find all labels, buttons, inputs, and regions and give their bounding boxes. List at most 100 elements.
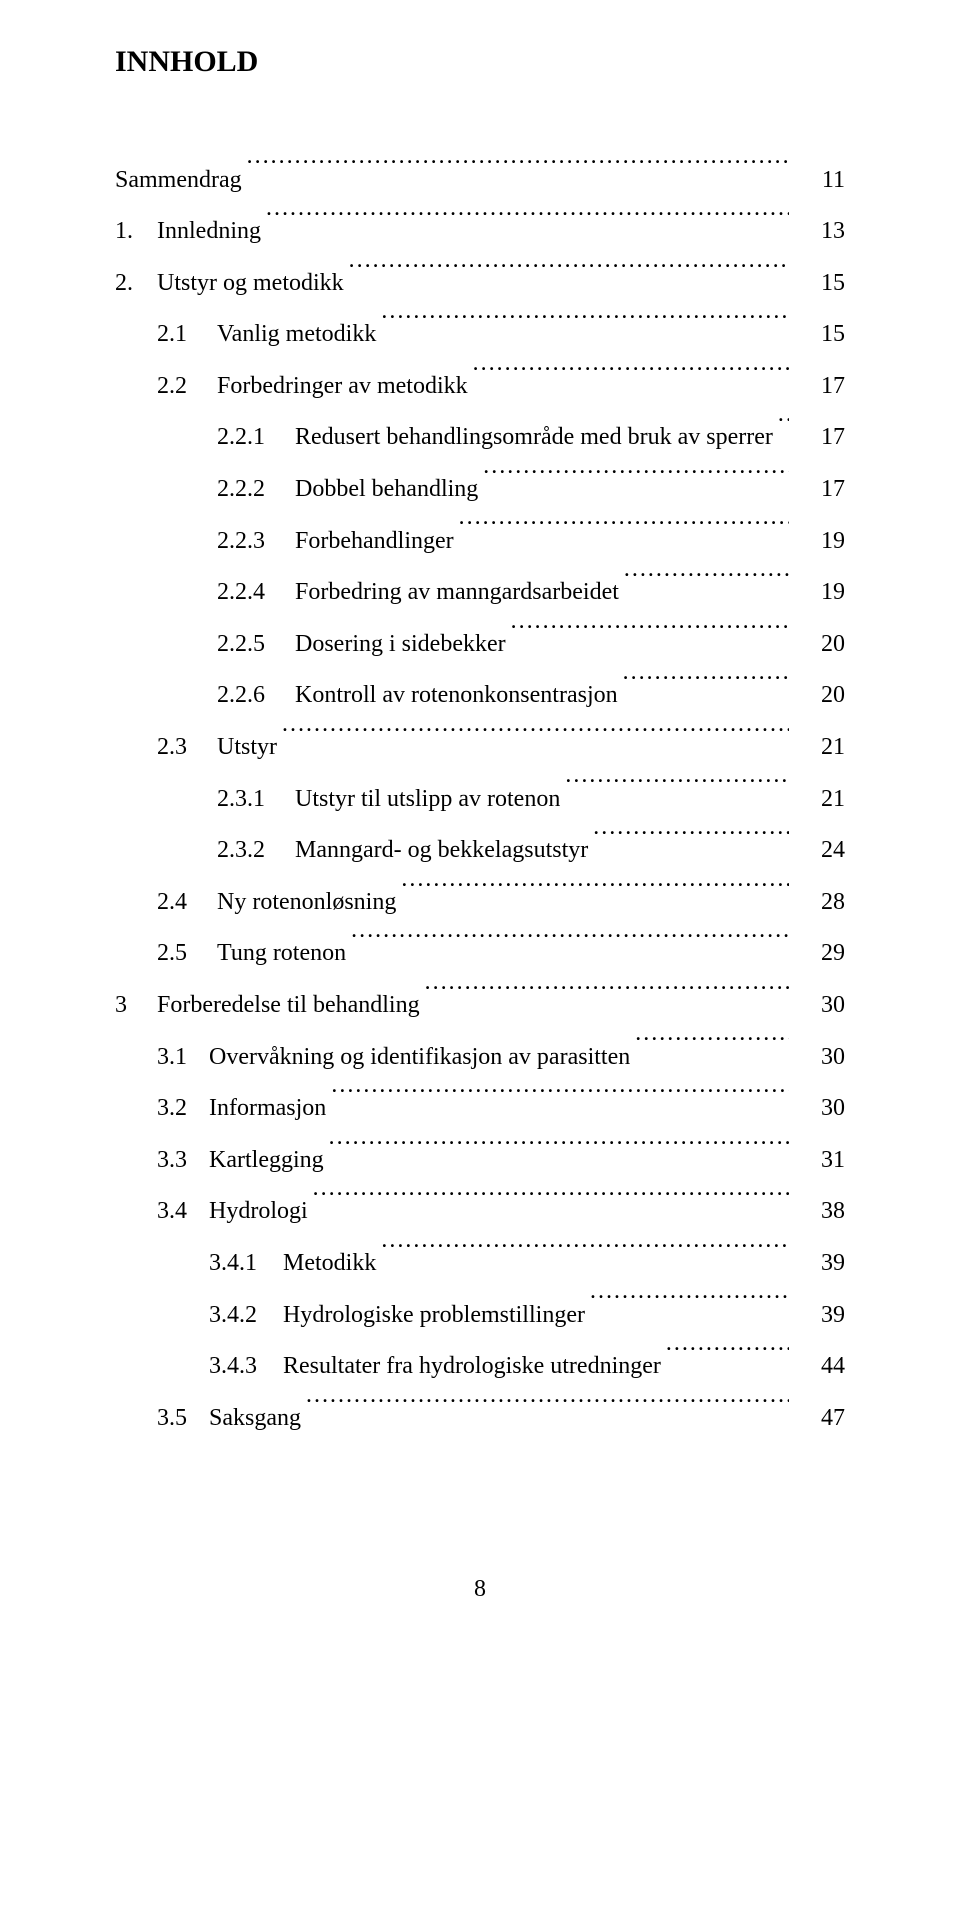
toc-entry-page: 11 <box>789 155 845 207</box>
toc-entry-page: 44 <box>789 1341 845 1393</box>
toc-entry-number: 2.4 <box>115 877 217 929</box>
toc-entry-page: 30 <box>789 1083 845 1135</box>
toc-entry-page: 21 <box>789 774 845 826</box>
toc-entry-page: 17 <box>789 464 845 516</box>
toc-row: 1.Innledning 13 <box>115 206 845 258</box>
toc-entry-number: 3 <box>115 980 157 1032</box>
toc-entry-number: 2.2.2 <box>115 464 295 516</box>
toc-row: 2.2.3Forbehandlinger19 <box>115 516 845 568</box>
toc-entry-page: 30 <box>789 1032 845 1084</box>
page-footer-number: 8 <box>115 1564 845 1616</box>
toc-row: 3.3Kartlegging 31 <box>115 1135 845 1187</box>
toc-entry-label: Sammendrag <box>115 155 246 207</box>
toc-leader-dots <box>472 364 789 393</box>
toc-entry-page: 29 <box>789 928 845 980</box>
toc-entry-page: 17 <box>789 412 845 464</box>
toc-entry-label: Resultater fra hydrologiske utredninger <box>283 1341 665 1393</box>
toc-entry-number: 2.2.3 <box>115 516 295 568</box>
toc-leader-dots <box>348 261 789 290</box>
toc-entry-number: 2.2.1 <box>115 412 295 464</box>
toc-row: Sammendrag 11 <box>115 155 845 207</box>
toc-entry-page: 24 <box>789 825 845 877</box>
toc-row: 2.3.1Utstyr til utslipp av rotenon21 <box>115 774 845 826</box>
toc-entry-number: 2.5 <box>115 928 217 980</box>
toc-entry-label: Manngard- og bekkelagsutstyr <box>295 825 592 877</box>
toc-leader-dots <box>482 467 789 496</box>
toc-leader-dots <box>330 1086 789 1115</box>
toc-entry-label: Saksgang <box>209 1393 305 1445</box>
toc-row: 2.2.4Forbedring av manngardsarbeidet 19 <box>115 567 845 619</box>
toc-entry-number: 3.4.3 <box>115 1341 283 1393</box>
toc-entry-number: 2.3 <box>115 722 217 774</box>
document-page: INNHOLD Sammendrag111.Innledning132.Utst… <box>0 0 960 1676</box>
toc-entry-number: 1. <box>115 206 157 258</box>
toc-entry-page: 39 <box>789 1238 845 1290</box>
toc-row: 2.3Utstyr21 <box>115 722 845 774</box>
toc-entry-number: 2.3.2 <box>115 825 295 877</box>
toc-entry-label: Kontroll av rotenonkonsentrasjon <box>295 670 622 722</box>
toc-entry-label: Forbedring av manngardsarbeidet <box>295 567 623 619</box>
toc-leader-dots <box>564 777 789 806</box>
toc-entry-label: Innledning <box>157 206 265 258</box>
toc-row: 2.2Forbedringer av metodikk17 <box>115 361 845 413</box>
toc-leader-dots <box>592 828 789 857</box>
toc-leader-dots <box>510 622 789 651</box>
toc-entry-label: Dosering i sidebekker <box>295 619 510 671</box>
toc-entry-number: 2.2.6 <box>115 670 295 722</box>
toc-leader-dots <box>622 674 789 703</box>
toc-leader-dots <box>305 1396 789 1425</box>
toc-row: 2.Utstyr og metodikk 15 <box>115 258 845 310</box>
toc-entry-page: 38 <box>789 1186 845 1238</box>
toc-entry-page: 47 <box>789 1393 845 1445</box>
toc-leader-dots <box>312 1190 789 1219</box>
toc-leader-dots <box>589 1293 789 1322</box>
toc-entry-page: 28 <box>789 877 845 929</box>
toc-entry-number: 2.2.4 <box>115 567 295 619</box>
toc-entry-page: 13 <box>789 206 845 258</box>
toc-entry-label: Tung rotenon <box>217 928 350 980</box>
toc-entry-label: Utstyr til utslipp av rotenon <box>295 774 564 826</box>
toc-leader-dots <box>777 416 789 445</box>
toc-entry-number: 2. <box>115 258 157 310</box>
toc-leader-dots <box>400 880 789 909</box>
toc-row: 2.2.1Redusert behandlingsområde med bruk… <box>115 412 845 464</box>
toc-entry-number: 3.4.1 <box>115 1238 283 1290</box>
toc-leader-dots <box>246 158 789 187</box>
toc-entry-label: Metodikk <box>283 1238 380 1290</box>
toc-row: 2.5Tung rotenon 29 <box>115 928 845 980</box>
toc-entry-number: 3.1 <box>115 1032 209 1084</box>
toc-entry-number: 2.1 <box>115 309 217 361</box>
toc-entry-page: 31 <box>789 1135 845 1187</box>
toc-row: 3.5Saksgang47 <box>115 1393 845 1445</box>
toc-leader-dots <box>458 519 789 548</box>
toc-entry-number: 3.2 <box>115 1083 209 1135</box>
toc-entry-page: 17 <box>789 361 845 413</box>
toc-entry-page: 19 <box>789 567 845 619</box>
toc-row: 3.4Hydrologi38 <box>115 1186 845 1238</box>
toc-entry-label: Ny rotenonløsning <box>217 877 400 929</box>
toc-leader-dots <box>623 570 789 599</box>
toc-entry-label: Redusert behandlingsområde med bruk av s… <box>295 412 777 464</box>
toc-entry-page: 19 <box>789 516 845 568</box>
toc-row: 2.1Vanlig metodikk15 <box>115 309 845 361</box>
toc-row: 3Forberedelse til behandling30 <box>115 980 845 1032</box>
toc-entry-label: Utstyr og metodikk <box>157 258 348 310</box>
toc-row: 2.2.5Dosering i sidebekker20 <box>115 619 845 671</box>
toc-row: 2.3.2Manngard- og bekkelagsutstyr 24 <box>115 825 845 877</box>
toc-entry-number: 2.2 <box>115 361 217 413</box>
toc-entry-label: Vanlig metodikk <box>217 309 380 361</box>
toc-entry-number: 3.4 <box>115 1186 209 1238</box>
toc-entry-label: Forberedelse til behandling <box>157 980 424 1032</box>
toc-leader-dots <box>281 725 789 754</box>
toc-entry-number: 3.3 <box>115 1135 209 1187</box>
toc-leader-dots <box>634 1035 789 1064</box>
toc-entry-label: Hydrologiske problemstillinger <box>283 1290 589 1342</box>
toc-row: 3.4.2Hydrologiske problemstillinger39 <box>115 1290 845 1342</box>
toc-entry-page: 15 <box>789 258 845 310</box>
toc-leader-dots <box>380 1241 789 1270</box>
toc-entry-label: Kartlegging <box>209 1135 328 1187</box>
toc-entry-label: Dobbel behandling <box>295 464 482 516</box>
toc-entry-number: 2.2.5 <box>115 619 295 671</box>
toc-row: 3.2Informasjon 30 <box>115 1083 845 1135</box>
toc-entry-label: Informasjon <box>209 1083 330 1135</box>
